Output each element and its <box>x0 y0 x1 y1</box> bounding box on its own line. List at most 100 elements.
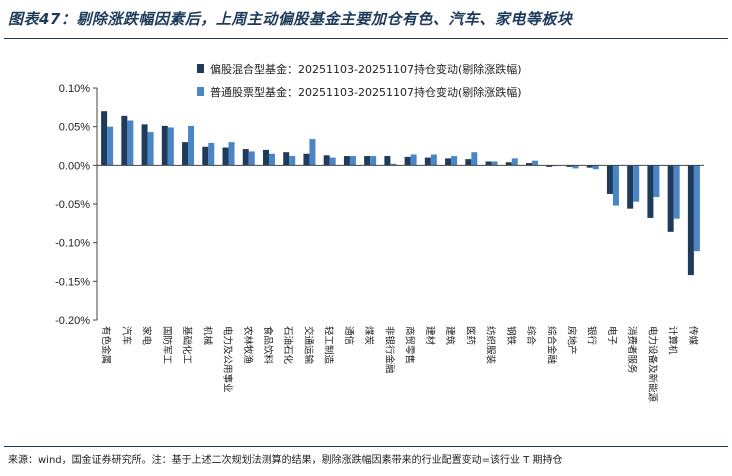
bar-hybrid-12 <box>343 156 350 166</box>
category-label: 房地产 <box>565 326 577 355</box>
y-tick-label: -0.15% <box>55 276 90 288</box>
bar-hybrid-9 <box>283 152 290 166</box>
bar-stock-15 <box>410 154 417 166</box>
bar-stock-4 <box>188 125 195 166</box>
category-label: 钢铁 <box>505 326 517 346</box>
bar-hybrid-26 <box>627 165 634 209</box>
category-label: 非银行金融 <box>383 326 395 374</box>
y-tick-label: -0.10% <box>55 238 90 250</box>
bar-stock-17 <box>451 156 458 166</box>
category-label: 通信 <box>343 326 355 345</box>
bar-stock-24 <box>592 165 599 170</box>
bar-stock-26 <box>633 165 640 202</box>
category-label: 基础化工 <box>181 326 193 365</box>
bar-stock-13 <box>370 156 377 166</box>
bar-stock-20 <box>511 158 518 166</box>
category-label: 建筑 <box>444 326 456 346</box>
category-label: 医药 <box>464 326 475 345</box>
legend-label: 普通股票型基金：20251103-20251107持仓变动(剔除涨跌幅) <box>210 85 522 99</box>
bar-stock-1 <box>127 120 134 166</box>
bar-hybrid-18 <box>465 159 472 166</box>
category-label: 建材 <box>424 326 436 346</box>
bar-hybrid-27 <box>647 165 654 218</box>
bar-hybrid-28 <box>667 165 674 232</box>
legend-label: 偏股混合型基金：20251103-20251107持仓变动(剔除涨跌幅) <box>210 62 522 76</box>
bar-hybrid-21 <box>526 163 533 166</box>
bar-stock-14 <box>390 163 397 166</box>
bar-hybrid-13 <box>364 156 371 166</box>
bar-stock-16 <box>430 154 437 166</box>
bar-stock-9 <box>289 156 296 166</box>
category-label: 煤炭 <box>363 326 375 346</box>
bar-stock-0 <box>107 126 114 166</box>
category-label: 机械 <box>201 326 213 346</box>
bar-stock-19 <box>491 161 498 166</box>
category-label: 传媒 <box>687 326 699 346</box>
bar-hybrid-15 <box>404 156 411 166</box>
bar-stock-2 <box>147 132 154 166</box>
bar-stock-3 <box>167 127 174 166</box>
bar-stock-10 <box>309 139 316 166</box>
category-label: 银行 <box>586 326 598 346</box>
bar-stock-27 <box>653 165 660 198</box>
category-label: 有色金属 <box>100 326 112 364</box>
bar-hybrid-5 <box>202 146 209 166</box>
bar-stock-7 <box>248 151 255 166</box>
bar-hybrid-10 <box>303 153 310 166</box>
bar-stock-12 <box>349 156 356 166</box>
chart-title: 图表47：剔除涨跌幅因素后，上周主动偏股基金主要加仓有色、汽车、家电等板块 <box>8 10 573 28</box>
bar-stock-28 <box>673 165 680 219</box>
category-label: 电子 <box>606 326 618 346</box>
bar-stock-6 <box>228 142 235 166</box>
y-tick-label: 0.00% <box>59 160 90 172</box>
category-label: 食品饮料 <box>262 326 274 365</box>
category-label: 综合 <box>525 326 537 346</box>
bar-chart: 0.10% 0.05% 0.00% -0.05% -0.10% -0.15% -0.20% 有… <box>55 62 704 403</box>
bar-hybrid-19 <box>485 161 492 166</box>
bar-stock-11 <box>329 157 336 166</box>
bar-stock-21 <box>532 160 539 166</box>
bar-hybrid-25 <box>606 165 613 194</box>
category-label: 电力及公用事业 <box>222 326 234 393</box>
title-divider <box>4 38 728 39</box>
category-label: 汽车 <box>120 326 132 345</box>
footer-divider <box>4 446 728 447</box>
bar-hybrid-29 <box>687 165 694 276</box>
category-label: 消费者服务 <box>626 326 638 374</box>
bar-stock-5 <box>208 142 215 166</box>
category-label: 综合金融 <box>545 326 557 365</box>
bar-hybrid-3 <box>161 125 168 166</box>
bar-stock-25 <box>612 165 619 206</box>
bar-hybrid-1 <box>121 115 128 166</box>
category-label: 交通运输 <box>302 326 314 365</box>
y-tick-label: 0.10% <box>59 83 90 95</box>
category-label: 轻工制造 <box>323 326 335 365</box>
bar-hybrid-7 <box>242 149 249 166</box>
legend-swatch <box>197 64 204 73</box>
bar-hybrid-24 <box>586 165 593 168</box>
y-tick-label: 0.05% <box>59 122 90 134</box>
bar-stock-23 <box>572 165 579 169</box>
category-label: 电力设备及新能源 <box>646 326 658 403</box>
category-label: 计算机 <box>667 326 679 355</box>
bar-stock-29 <box>693 165 700 252</box>
bar-stock-18 <box>471 152 478 166</box>
category-label: 石油石化 <box>282 326 294 365</box>
bar-hybrid-20 <box>505 162 512 166</box>
category-label: 纺织服装 <box>485 326 497 365</box>
bar-hybrid-23 <box>566 165 573 167</box>
category-label: 农林牧渔 <box>242 326 254 365</box>
bar-hybrid-4 <box>182 142 189 166</box>
bar-hybrid-2 <box>141 124 148 166</box>
bar-hybrid-14 <box>384 156 391 166</box>
category-label: 国防军工 <box>161 326 173 365</box>
source-note: 来源：wind，国金证券研究所。注：基于上述二次规划法测算的结果，剔除涨跌幅因素… <box>8 455 563 466</box>
category-label: 家电 <box>141 326 153 346</box>
bar-hybrid-0 <box>101 111 108 166</box>
bar-hybrid-22 <box>546 165 553 167</box>
bar-hybrid-16 <box>424 157 431 166</box>
bar-stock-8 <box>268 153 275 166</box>
legend-swatch <box>197 87 204 96</box>
y-tick-label: -0.05% <box>55 199 90 211</box>
